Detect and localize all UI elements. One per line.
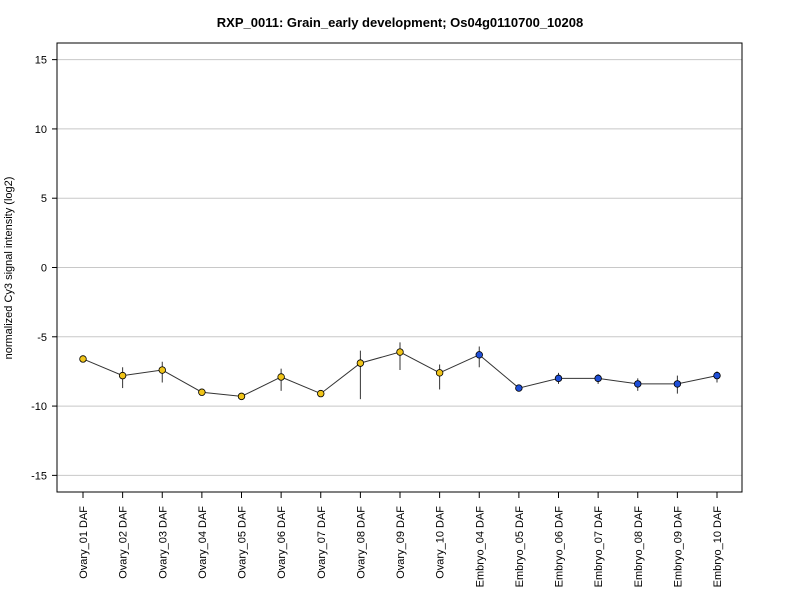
- data-point: [158, 366, 166, 374]
- x-tick-label: Ovary_04 DAF: [197, 506, 209, 579]
- y-tick-label: -15: [31, 470, 47, 482]
- x-tick-label: Ovary_06 DAF: [276, 506, 288, 579]
- x-tick-label: Embryo_05 DAF: [514, 506, 526, 588]
- x-tick-label: Embryo_07 DAF: [593, 506, 605, 588]
- data-point: [198, 388, 206, 396]
- x-tick-label: Ovary_02 DAF: [118, 506, 130, 579]
- axes: -15 -10 -5 0 5 10 15: [31, 55, 718, 498]
- chart-title: RXP_0011: Grain_early development; Os04g…: [217, 15, 583, 30]
- x-tick-label: Ovary_05 DAF: [237, 506, 249, 579]
- data-point: [435, 369, 444, 377]
- y-tick-label: 5: [41, 193, 47, 205]
- x-tick-label: Ovary_09 DAF: [395, 506, 407, 579]
- x-tick-label: Ovary_08 DAF: [355, 506, 367, 579]
- y-axis-label: normalized Cy3 signal intensity (log2): [3, 177, 15, 360]
- x-tick-label: Ovary_01 DAF: [78, 506, 90, 579]
- x-tick-label: Embryo_04 DAF: [474, 506, 486, 588]
- data-point: [594, 374, 602, 383]
- plot-frame: [56, 42, 743, 493]
- data-point: [713, 371, 721, 380]
- y-tick-label: -10: [31, 401, 47, 413]
- y-tick-label: 0: [41, 263, 47, 275]
- data-point: [515, 384, 523, 392]
- x-tick-label: Ovary_10 DAF: [435, 506, 447, 579]
- x-tick-label: Embryo_10 DAF: [712, 506, 724, 588]
- data-point: [475, 351, 483, 359]
- data-point: [554, 374, 563, 383]
- y-tick-label: 15: [35, 55, 47, 67]
- series: [79, 342, 721, 401]
- data-point: [277, 373, 285, 381]
- x-tick-label: Embryo_09 DAF: [672, 506, 684, 588]
- x-tick-label: Ovary_07 DAF: [316, 506, 328, 579]
- data-point: [79, 355, 87, 363]
- x-tick-label: Embryo_08 DAF: [633, 506, 645, 588]
- x-tick-labels: Ovary_01 DAF Ovary_02 DAF Ovary_03 DAF Ovar…: [78, 506, 724, 588]
- data-point: [317, 389, 325, 398]
- x-tick-label: Embryo_06 DAF: [554, 506, 566, 588]
- data-point: [356, 359, 365, 367]
- x-tick-label: Ovary_03 DAF: [157, 506, 169, 579]
- grid-lines: [57, 59, 742, 476]
- data-point: [237, 392, 246, 401]
- y-tick-label: 10: [35, 124, 47, 136]
- data-point: [118, 371, 127, 380]
- data-point: [673, 380, 682, 388]
- data-point: [634, 380, 642, 388]
- y-tick-label: -5: [37, 332, 47, 344]
- data-point: [396, 348, 404, 356]
